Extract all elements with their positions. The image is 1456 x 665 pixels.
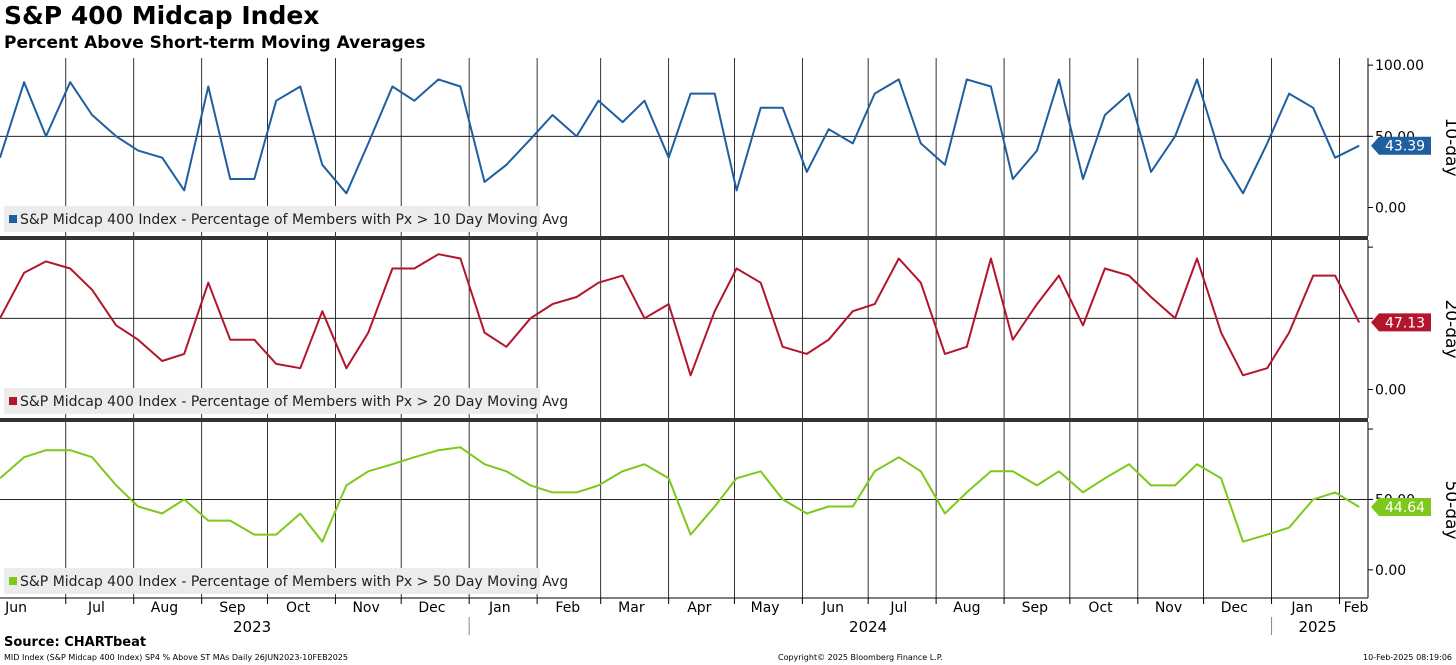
x-tick-label: Sep bbox=[1022, 600, 1049, 616]
x-tick-label: Jun bbox=[4, 600, 27, 616]
footer-timestamp: 10-Feb-2025 08:19:06 bbox=[1363, 653, 1452, 662]
panel-axis-label: 10-day bbox=[1441, 117, 1456, 176]
last-value-label: 44.64 bbox=[1385, 500, 1425, 516]
panel-axis-label: 20-day bbox=[1441, 299, 1456, 358]
chart-subtitle: Percent Above Short-term Moving Averages bbox=[4, 33, 426, 53]
x-tick-label: Dec bbox=[418, 600, 445, 616]
panel-axis-label: 50-day bbox=[1441, 480, 1456, 539]
y-tick-label: 0.00 bbox=[1375, 201, 1406, 217]
x-tick-label: Dec bbox=[1221, 600, 1248, 616]
series-line-20-day bbox=[0, 253, 1361, 377]
series-line-50-day bbox=[0, 446, 1360, 543]
footer-ticker-info: MID Index (S&P Midcap 400 Index) SP4 % A… bbox=[4, 653, 348, 662]
x-tick-label: Jan bbox=[488, 600, 511, 616]
legend-label: S&P Midcap 400 Index - Percentage of Mem… bbox=[20, 212, 568, 228]
chart-title: S&P 400 Midcap Index bbox=[4, 1, 320, 30]
last-value-label: 47.13 bbox=[1385, 315, 1425, 331]
legend-swatch bbox=[9, 577, 17, 585]
x-tick-label: Sep bbox=[219, 600, 246, 616]
x-tick-label: Mar bbox=[618, 600, 645, 616]
y-tick-label: 100.00 bbox=[1375, 58, 1424, 74]
last-value-label: 43.39 bbox=[1385, 139, 1425, 155]
last-value-tag bbox=[1371, 497, 1431, 516]
x-tick-label: Nov bbox=[352, 600, 379, 616]
series-line-10-day bbox=[0, 78, 1360, 195]
y-tick-label: 0.00 bbox=[1375, 383, 1406, 399]
footer-copyright: Copyright© 2025 Bloomberg Finance L.P. bbox=[778, 653, 943, 662]
x-tick-label: Apr bbox=[687, 600, 711, 616]
y-tick-label: 0.00 bbox=[1375, 563, 1406, 579]
legend-box bbox=[4, 388, 540, 414]
x-year-label: 2023 bbox=[233, 618, 271, 636]
x-tick-label: Jul bbox=[889, 600, 907, 616]
x-tick-label: Jun bbox=[821, 600, 844, 616]
x-tick-label: Aug bbox=[151, 600, 178, 616]
x-tick-label: Oct bbox=[286, 600, 311, 616]
x-tick-label: Jul bbox=[87, 600, 105, 616]
legend-box bbox=[4, 568, 540, 594]
x-year-label: 2024 bbox=[849, 618, 887, 636]
x-tick-label: Feb bbox=[555, 600, 580, 616]
last-value-tag bbox=[1371, 313, 1431, 332]
x-tick-label: Oct bbox=[1088, 600, 1113, 616]
x-tick-label: Jan bbox=[1290, 600, 1313, 616]
legend-box bbox=[4, 206, 540, 232]
last-value-tag bbox=[1371, 136, 1431, 155]
source-note: Source: CHARTbeat bbox=[4, 635, 147, 650]
legend-label: S&P Midcap 400 Index - Percentage of Mem… bbox=[20, 574, 568, 590]
x-tick-label: May bbox=[751, 600, 780, 616]
legend-swatch bbox=[9, 215, 17, 223]
x-year-label: 2025 bbox=[1298, 618, 1336, 636]
legend-swatch bbox=[9, 397, 17, 405]
x-tick-label: Nov bbox=[1155, 600, 1182, 616]
x-tick-label: Feb bbox=[1344, 600, 1369, 616]
legend-label: S&P Midcap 400 Index - Percentage of Mem… bbox=[20, 394, 568, 410]
x-tick-label: Aug bbox=[953, 600, 980, 616]
